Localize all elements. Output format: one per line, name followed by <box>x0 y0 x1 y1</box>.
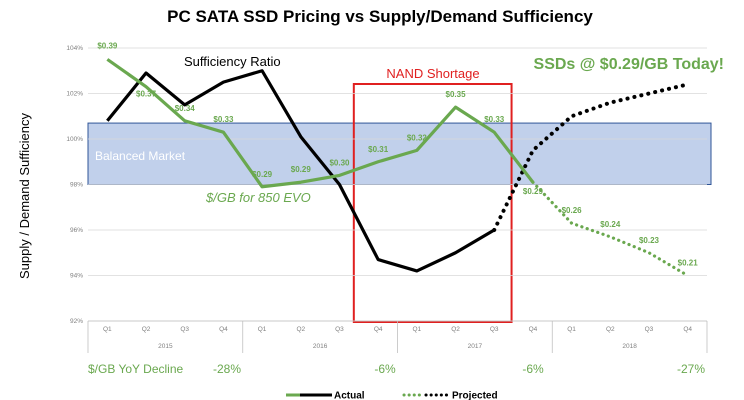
price-label: $0.30 <box>329 158 350 167</box>
price-label: $0.37 <box>136 90 157 99</box>
price-label: $0.29 <box>523 187 544 196</box>
price-label: $0.29 <box>291 165 312 174</box>
legend-actual-label: Actual <box>334 391 365 400</box>
x-tick-label: Q3 <box>645 326 654 333</box>
x-tick-label: Q3 <box>490 326 499 333</box>
price-label: $0.24 <box>600 220 621 229</box>
y-tick-label: 94% <box>70 273 83 280</box>
sufficiency-projected-line <box>492 82 690 232</box>
price-label: $0.33 <box>484 115 505 124</box>
price-label: $0.32 <box>407 133 428 142</box>
x-tick-label: Q4 <box>374 326 383 333</box>
year-label: 2015 <box>158 343 173 350</box>
price-actual-line <box>106 58 535 189</box>
nand-shortage-box <box>352 83 513 323</box>
x-tick-label: Q1 <box>103 326 112 333</box>
x-tick-label: Q4 <box>529 326 538 333</box>
balanced-market-annotation: Balanced Market <box>95 149 186 163</box>
x-tick-label: Q4 <box>683 326 692 333</box>
chart-title: PC SATA SSD Pricing vs Supply/Demand Suf… <box>167 7 593 26</box>
price-label: $0.33 <box>213 115 234 124</box>
price-annotation: $/GB for 850 EVO <box>205 190 311 205</box>
year-label: 2018 <box>622 343 637 350</box>
yoy-decline-value: -6% <box>374 362 396 376</box>
yoy-decline-value: -28% <box>213 362 241 376</box>
x-tick-label: Q3 <box>335 326 344 333</box>
y-tick-label: 104% <box>66 45 83 52</box>
x-tick-label: Q2 <box>296 326 305 333</box>
y-axis-label: Supply / Demand Sufficiency <box>17 113 32 279</box>
sufficiency-actual-line <box>106 69 496 273</box>
x-tick-label: Q1 <box>413 326 422 333</box>
y-tick-label: 100% <box>66 136 83 143</box>
x-tick-label: Q2 <box>142 326 151 333</box>
balanced-market-band <box>87 122 712 185</box>
sufficiency-ratio-annotation: Sufficiency Ratio <box>184 54 281 69</box>
price-label: $0.26 <box>562 206 583 215</box>
price-label: $0.23 <box>639 236 660 245</box>
y-tick-label: 98% <box>70 182 83 189</box>
x-tick-label: Q1 <box>567 326 576 333</box>
price-label: $0.31 <box>368 145 389 154</box>
yoy-decline-value: -27% <box>677 362 705 376</box>
legend-projected-label: Projected <box>452 391 498 400</box>
year-label: 2017 <box>468 343 483 350</box>
price-label: $0.39 <box>97 41 118 50</box>
price-label: $0.21 <box>678 259 699 268</box>
x-tick-label: Q4 <box>219 326 228 333</box>
y-tick-label: 102% <box>66 91 83 98</box>
price-label: $0.29 <box>252 170 273 179</box>
x-tick-label: Q2 <box>606 326 615 333</box>
x-tick-label: Q3 <box>180 326 189 333</box>
yoy-decline-value: -6% <box>522 362 544 376</box>
y-tick-label: 92% <box>70 318 83 325</box>
x-tick-label: Q1 <box>258 326 267 333</box>
yoy-decline-label: $/GB YoY Decline <box>88 362 184 376</box>
price-label: $0.35 <box>446 90 467 99</box>
x-tick-label: Q2 <box>451 326 460 333</box>
year-label: 2016 <box>313 343 328 350</box>
nand-shortage-annotation: NAND Shortage <box>386 66 479 81</box>
today-price-annotation: SSDs @ $0.29/GB Today! <box>534 56 724 73</box>
price-label: $0.34 <box>175 104 196 113</box>
y-tick-label: 96% <box>70 227 83 234</box>
price-projected-line <box>531 180 690 278</box>
